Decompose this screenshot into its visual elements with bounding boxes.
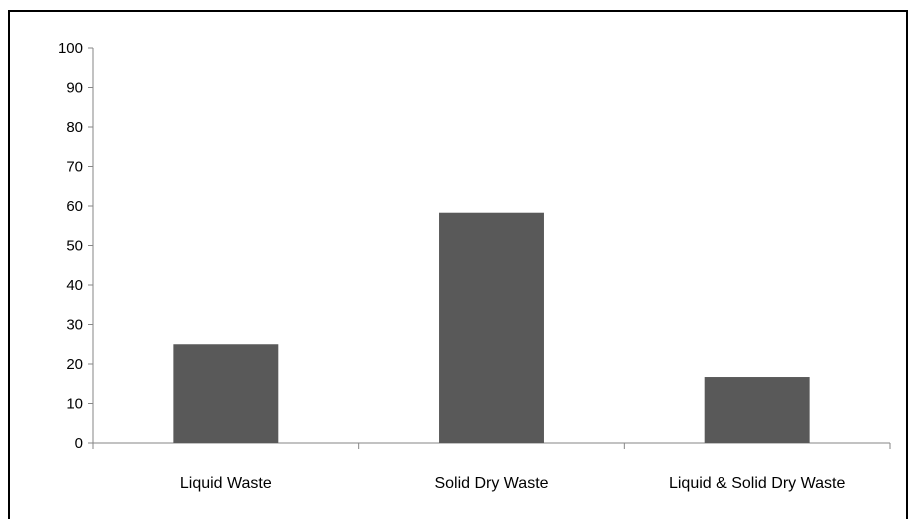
y-tick-label: 0 <box>75 435 83 452</box>
y-tick-label: 100 <box>58 40 83 57</box>
bars <box>173 212 810 443</box>
y-tick-label: 90 <box>66 80 83 97</box>
y-axis: 0 10 20 30 40 50 60 70 80 90 100 <box>58 40 94 452</box>
x-axis <box>92 442 891 449</box>
category-labels: Liquid Waste Solid Dry Waste Liquid & Soli… <box>180 475 846 492</box>
y-tick-label: 20 <box>66 356 83 373</box>
y-tick-label: 60 <box>66 198 83 215</box>
x-category-label: Liquid Waste <box>180 475 272 492</box>
y-tick-label: 40 <box>66 277 83 294</box>
x-category-label: Liquid & Solid Dry Waste <box>669 475 845 492</box>
y-tick-label: 10 <box>66 396 83 413</box>
y-tick-label: 70 <box>66 159 83 176</box>
y-tick-label: 50 <box>66 238 83 255</box>
y-tick-label: 80 <box>66 119 83 136</box>
x-category-label: Solid Dry Waste <box>434 475 548 492</box>
bar <box>439 212 544 443</box>
bar <box>173 344 279 443</box>
bar <box>704 377 810 443</box>
y-tick-label: 30 <box>66 317 83 334</box>
